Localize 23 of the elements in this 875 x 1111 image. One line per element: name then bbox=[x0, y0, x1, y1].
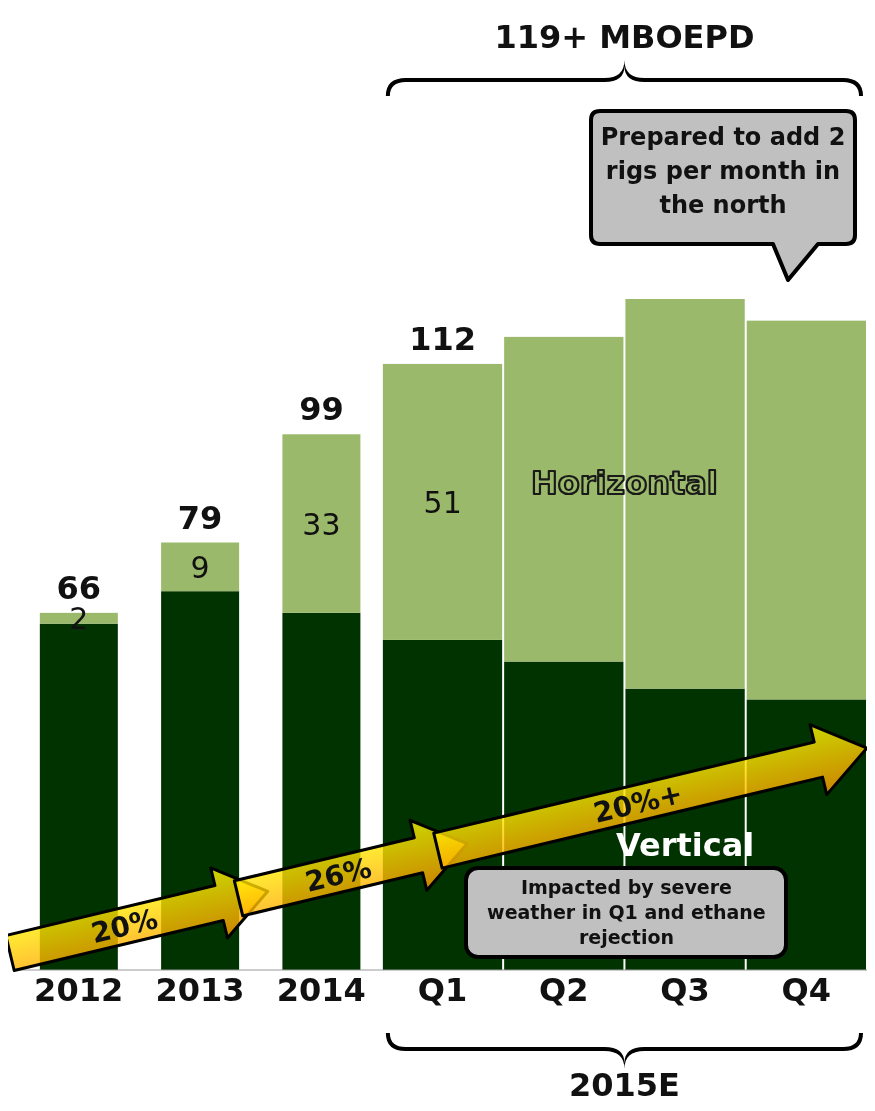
bar bbox=[382, 363, 503, 640]
total-label: 112 bbox=[409, 319, 477, 358]
total-label: 79 bbox=[177, 498, 223, 537]
data-label: 33 bbox=[302, 506, 341, 542]
annotation: 26% bbox=[301, 851, 375, 899]
annotation: 20% bbox=[87, 902, 161, 950]
data-label: 51 bbox=[423, 484, 462, 520]
x-tick-label: 2014 bbox=[276, 970, 366, 1009]
bar bbox=[746, 320, 866, 700]
total-label: 66 bbox=[56, 568, 102, 607]
callout-box: Impacted by severe weather in Q1 and ethane rejection bbox=[464, 866, 789, 959]
x-tick-label: Q2 bbox=[539, 970, 589, 1009]
text: 2015E bbox=[568, 1066, 680, 1104]
x-tick-label: Q4 bbox=[781, 970, 832, 1009]
speech-bubble: Prepared to add 2 rigs per month in the north bbox=[588, 108, 858, 283]
total-label: 99 bbox=[299, 390, 344, 429]
annotation: 20%+ bbox=[590, 776, 686, 830]
x-tick-label: Q1 bbox=[417, 970, 468, 1009]
x-tick-label: 2012 bbox=[34, 970, 124, 1009]
x-tick-label: Q3 bbox=[660, 970, 710, 1009]
data-label: 9 bbox=[190, 549, 210, 585]
text: 119+ MBOEPD bbox=[494, 18, 755, 56]
x-tick-label: 2013 bbox=[155, 970, 245, 1009]
